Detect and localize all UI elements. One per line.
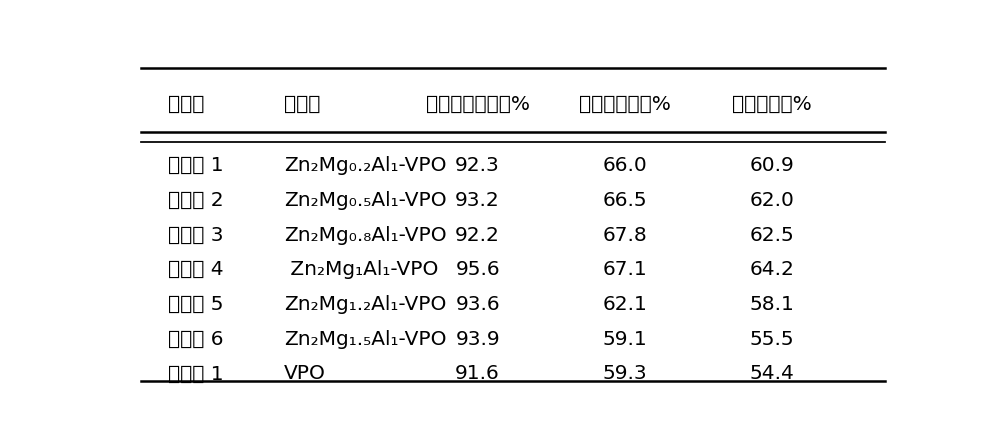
- Text: 正丁烷转化率，%: 正丁烷转化率，%: [426, 95, 530, 114]
- Text: Zn₂Mg₀.₈Al₁-VPO: Zn₂Mg₀.₈Al₁-VPO: [284, 226, 446, 244]
- Text: 催化剂: 催化剂: [284, 95, 320, 114]
- Text: 93.9: 93.9: [455, 330, 500, 349]
- Text: 92.2: 92.2: [455, 226, 500, 244]
- Text: 67.1: 67.1: [602, 260, 647, 279]
- Text: 实施例 5: 实施例 5: [168, 295, 223, 314]
- Text: 95.6: 95.6: [455, 260, 500, 279]
- Text: 实施例: 实施例: [168, 95, 204, 114]
- Text: 对比例 1: 对比例 1: [168, 364, 223, 383]
- Text: Zn₂Mg₁.₅Al₁-VPO: Zn₂Mg₁.₅Al₁-VPO: [284, 330, 446, 349]
- Text: 60.9: 60.9: [750, 156, 794, 175]
- Text: 66.5: 66.5: [603, 191, 647, 210]
- Text: 66.0: 66.0: [602, 156, 647, 175]
- Text: VPO: VPO: [284, 364, 326, 383]
- Text: 92.3: 92.3: [455, 156, 500, 175]
- Text: 93.6: 93.6: [455, 295, 500, 314]
- Text: Zn₂Mg₁.₂Al₁-VPO: Zn₂Mg₁.₂Al₁-VPO: [284, 295, 446, 314]
- Text: 62.5: 62.5: [750, 226, 794, 244]
- Text: 67.8: 67.8: [602, 226, 647, 244]
- Text: 62.1: 62.1: [602, 295, 647, 314]
- Text: 59.1: 59.1: [602, 330, 647, 349]
- Text: 顺酐选择性，%: 顺酐选择性，%: [579, 95, 671, 114]
- Text: Zn₂Mg₁Al₁-VPO: Zn₂Mg₁Al₁-VPO: [284, 260, 438, 279]
- Text: 实施例 4: 实施例 4: [168, 260, 223, 279]
- Text: 62.0: 62.0: [750, 191, 795, 210]
- Text: Zn₂Mg₀.₂Al₁-VPO: Zn₂Mg₀.₂Al₁-VPO: [284, 156, 446, 175]
- Text: 实施例 3: 实施例 3: [168, 226, 223, 244]
- Text: 实施例 1: 实施例 1: [168, 156, 223, 175]
- Text: 54.4: 54.4: [750, 364, 795, 383]
- Text: 93.2: 93.2: [455, 191, 500, 210]
- Text: 58.1: 58.1: [750, 295, 795, 314]
- Text: Zn₂Mg₀.₅Al₁-VPO: Zn₂Mg₀.₅Al₁-VPO: [284, 191, 446, 210]
- Text: 91.6: 91.6: [455, 364, 500, 383]
- Text: 55.5: 55.5: [750, 330, 794, 349]
- Text: 顺酐收率，%: 顺酐收率，%: [732, 95, 812, 114]
- Text: 64.2: 64.2: [750, 260, 795, 279]
- Text: 实施例 2: 实施例 2: [168, 191, 223, 210]
- Text: 实施例 6: 实施例 6: [168, 330, 223, 349]
- Text: 59.3: 59.3: [603, 364, 647, 383]
